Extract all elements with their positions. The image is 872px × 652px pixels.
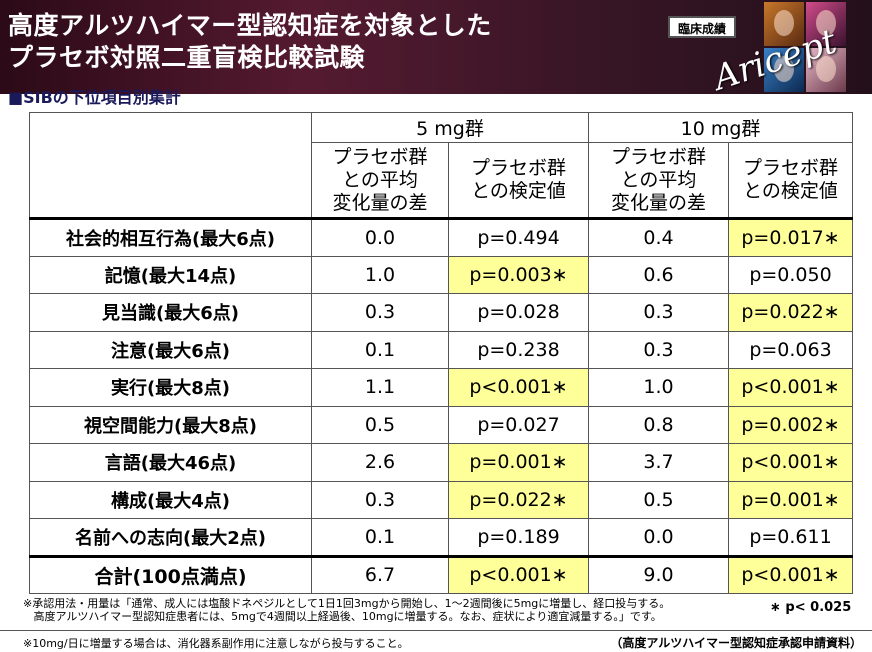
cell-5mg-diff: 0.0 <box>311 218 449 257</box>
cell-10mg-diff: 3.7 <box>588 443 730 482</box>
table-row: 注意(最大6点) 0.1 p=0.238 0.3 p=0.063 <box>29 330 854 369</box>
table-row: 名前への志向(最大2点) 0.1 p=0.189 0.0 p=0.611 <box>29 518 854 557</box>
page-title-line2: プラセボ対照二重盲検比較試験 <box>8 43 366 72</box>
portrait-image-3 <box>764 48 804 92</box>
row-label: 社会的相互行為(最大6点) <box>29 218 312 257</box>
cell-10mg-diff: 0.8 <box>588 405 730 444</box>
col-header-5mg-test: プラセボ群 との検定値 <box>447 142 590 220</box>
row-label: 実行(最大8点) <box>29 368 312 407</box>
cell-5mg-p: p=0.003∗ <box>447 255 590 294</box>
cell-5mg-p: p=0.027 <box>447 405 590 444</box>
cell-5mg-p: p=0.189 <box>447 518 590 557</box>
cell-10mg-p: p=0.063 <box>728 330 854 369</box>
table-row: 構成(最大4点) 0.3 p=0.022∗ 0.5 p=0.001∗ <box>29 480 854 519</box>
cell-10mg-p: p=0.002∗ <box>728 405 854 444</box>
cell-5mg-diff: 0.3 <box>311 480 449 519</box>
page-title-line1: 高度アルツハイマー型認知症を対象とした <box>8 11 492 40</box>
corner-header-cell <box>29 112 312 220</box>
footer-divider <box>0 630 872 631</box>
section-subtitle: ■SIBの下位項目別集計 <box>8 88 181 107</box>
caution-footnote: ※10mg/日に増量する場合は、消化器系副作用に注意しながら投与すること。 <box>23 637 409 650</box>
cell-5mg-diff: 0.1 <box>311 330 449 369</box>
cell-5mg-diff: 1.0 <box>311 255 449 294</box>
cell-5mg-p: p<0.001∗ <box>447 368 590 407</box>
row-label: 視空間能力(最大8点) <box>29 405 312 444</box>
cell-10mg-diff: 0.6 <box>588 255 730 294</box>
group-header-10mg: 10 mg群 <box>588 112 854 143</box>
cell-5mg-p: p=0.238 <box>447 330 590 369</box>
table-row: 実行(最大8点) 1.1 p<0.001∗ 1.0 p<0.001∗ <box>29 368 854 407</box>
cell-10mg-p: p=0.611 <box>728 518 854 557</box>
row-label: 言語(最大46点) <box>29 443 312 482</box>
portrait-image-1 <box>764 2 804 46</box>
cell-5mg-p: p=0.028 <box>447 293 590 332</box>
table-row: 記憶(最大14点) 1.0 p=0.003∗ 0.6 p=0.050 <box>29 255 854 294</box>
clinical-results-badge: 臨床成績 <box>668 16 736 38</box>
total-5mg-diff: 6.7 <box>311 554 449 594</box>
cell-10mg-diff: 0.5 <box>588 480 730 519</box>
cell-5mg-diff: 1.1 <box>311 368 449 407</box>
row-label: 見当識(最大6点) <box>29 293 312 332</box>
cell-5mg-diff: 0.3 <box>311 293 449 332</box>
cell-10mg-diff: 0.4 <box>588 218 730 257</box>
cell-10mg-p: p=0.017∗ <box>728 218 854 257</box>
cell-10mg-diff: 0.0 <box>588 518 730 557</box>
cell-10mg-diff: 0.3 <box>588 330 730 369</box>
cell-5mg-p: p=0.001∗ <box>447 443 590 482</box>
col-header-10mg-diff: プラセボ群 との平均 変化量の差 <box>588 142 730 220</box>
title-banner: 高度アルツハイマー型認知症を対象とした プラセボ対照二重盲検比較試験 臨床成績 … <box>0 0 872 99</box>
cell-5mg-p: p=0.494 <box>447 218 590 257</box>
cell-10mg-p: p<0.001∗ <box>728 443 854 482</box>
portrait-collage-image <box>762 0 872 94</box>
dosage-footnote: ※承認用法・用量は「通常、成人には塩酸ドネペジルとして1日1回3mgから開始し、… <box>23 597 671 623</box>
cell-5mg-diff: 2.6 <box>311 443 449 482</box>
significance-note: ∗ p< 0.025 <box>770 600 852 615</box>
table-row: 言語(最大46点) 2.6 p=0.001∗ 3.7 p<0.001∗ <box>29 443 854 482</box>
table-row: 視空間能力(最大8点) 0.5 p=0.027 0.8 p=0.002∗ <box>29 405 854 444</box>
table-row: 社会的相互行為(最大6点) 0.0 p=0.494 0.4 p=0.017∗ <box>29 218 854 257</box>
total-10mg-diff: 9.0 <box>588 554 730 594</box>
cell-10mg-p: p=0.022∗ <box>728 293 854 332</box>
cell-10mg-diff: 0.3 <box>588 293 730 332</box>
cell-10mg-p: p=0.050 <box>728 255 854 294</box>
portrait-image-4 <box>806 48 846 92</box>
cell-10mg-p: p=0.001∗ <box>728 480 854 519</box>
col-header-5mg-diff: プラセボ群 との平均 変化量の差 <box>311 142 449 220</box>
group-header-5mg: 5 mg群 <box>310 112 590 143</box>
col-header-10mg-test: プラセボ群 との検定値 <box>728 142 854 220</box>
total-label: 合計(100点満点) <box>29 554 312 594</box>
cell-10mg-p: p<0.001∗ <box>728 368 854 407</box>
row-label: 名前への志向(最大2点) <box>29 518 312 557</box>
source-citation: （高度アルツハイマー型認知症承認申請資料） <box>610 636 862 650</box>
total-row: 合計(100点満点) 6.7 p<0.001∗ 9.0 p<0.001∗ <box>29 554 854 594</box>
cell-5mg-diff: 0.5 <box>311 405 449 444</box>
row-label: 構成(最大4点) <box>29 480 312 519</box>
row-label: 注意(最大6点) <box>29 330 312 369</box>
cell-10mg-diff: 1.0 <box>588 368 730 407</box>
cell-5mg-diff: 0.1 <box>311 518 449 557</box>
row-label: 記憶(最大14点) <box>29 255 312 294</box>
sib-results-table: 5 mg群 10 mg群 プラセボ群 との平均 変化量の差 プラセボ群 との検定… <box>29 112 854 594</box>
total-10mg-p: p<0.001∗ <box>728 554 854 594</box>
table-row: 見当識(最大6点) 0.3 p=0.028 0.3 p=0.022∗ <box>29 293 854 332</box>
cell-5mg-p: p=0.022∗ <box>447 480 590 519</box>
total-5mg-p: p<0.001∗ <box>447 554 590 594</box>
portrait-image-2 <box>806 2 846 46</box>
